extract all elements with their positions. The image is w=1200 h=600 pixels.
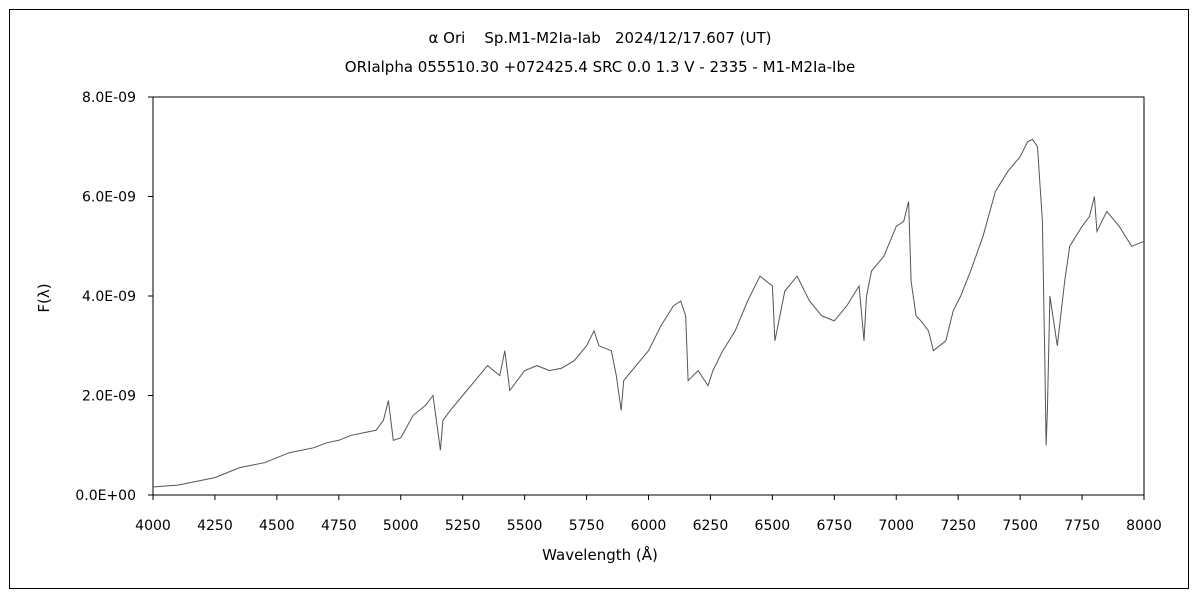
x-tick-label: 4250 <box>197 518 233 534</box>
chart-title: α Ori Sp.M1-M2Ia-Iab 2024/12/17.607 (UT) <box>428 29 772 47</box>
spectrum-line <box>152 138 1145 488</box>
x-tick-label: 5250 <box>445 518 481 534</box>
x-tick-label: 7500 <box>1002 518 1038 534</box>
y-tick-label: 0.0E+00 <box>75 488 136 504</box>
x-tick-label: 6750 <box>816 518 852 534</box>
y-tick-label: 8.0E-09 <box>82 90 136 106</box>
x-tick-label: 7750 <box>1064 518 1100 534</box>
x-tick-label: 6250 <box>693 518 729 534</box>
x-tick-label: 5000 <box>383 518 419 534</box>
x-tick-label: 6000 <box>631 518 667 534</box>
chart-subtitle: ORIalpha 055510.30 +072425.4 SRC 0.0 1.3… <box>344 58 856 76</box>
x-tick-label: 4500 <box>259 518 295 534</box>
x-axis-label: Wavelength (Å) <box>542 546 658 564</box>
x-tick-label: 8000 <box>1126 518 1162 534</box>
y-tick-label: 2.0E-09 <box>82 389 136 405</box>
y-axis-ticks: 0.0E+00 2.0E-09 4.0E-09 6.0E-09 8.0E-09 <box>75 90 153 504</box>
x-tick-label: 6500 <box>755 518 791 534</box>
x-tick-label: 4000 <box>135 518 171 534</box>
x-tick-label: 5750 <box>569 518 605 534</box>
series-layer <box>152 138 1145 488</box>
plot-area <box>152 96 1145 496</box>
y-tick-label: 6.0E-09 <box>82 190 136 206</box>
x-axis-ticks: 4000 4250 4500 4750 5000 5250 5500 5750 6000 6250… <box>135 495 1162 534</box>
chart-frame <box>9 9 1189 589</box>
y-tick-label: 4.0E-09 <box>82 289 136 305</box>
x-tick-label: 7250 <box>940 518 976 534</box>
x-tick-label: 4750 <box>321 518 357 534</box>
x-tick-label: 5500 <box>507 518 543 534</box>
x-tick-label: 7000 <box>878 518 914 534</box>
